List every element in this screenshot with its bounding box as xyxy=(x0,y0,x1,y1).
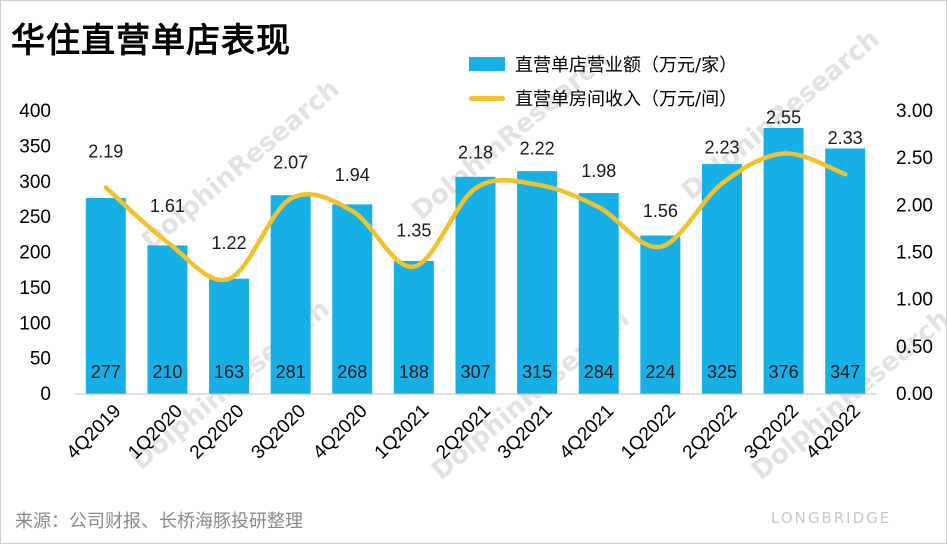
line-value-label: 2.18 xyxy=(458,142,493,162)
bar xyxy=(701,164,742,394)
line-value-label: 1.56 xyxy=(643,201,678,221)
x-tick-label: 1Q2022 xyxy=(617,401,680,464)
y-right-tick-label: 1.50 xyxy=(896,243,933,264)
x-tick-label: 3Q2020 xyxy=(248,401,311,464)
x-tick-label: 2Q2022 xyxy=(679,401,742,464)
bar-value-label: 163 xyxy=(214,362,244,382)
x-tick-label: 4Q2019 xyxy=(63,401,126,464)
bar-value-label: 307 xyxy=(460,362,490,382)
legend-item-line: 直营单房间收入（万元/间） xyxy=(469,81,737,115)
bar xyxy=(332,204,373,394)
line-value-label: 1.35 xyxy=(396,221,431,241)
bar-value-label: 325 xyxy=(707,362,737,382)
bar xyxy=(578,193,619,394)
line-value-label: 2.19 xyxy=(88,141,123,161)
x-tick-label: 4Q2020 xyxy=(309,401,372,464)
line-value-label: 2.22 xyxy=(520,139,555,159)
y-right-tick-label: 3.00 xyxy=(896,101,933,122)
y-right-tick-label: 2.50 xyxy=(896,148,933,169)
y-left-tick-label: 150 xyxy=(19,278,51,299)
bar-value-label: 284 xyxy=(584,362,614,382)
bar xyxy=(270,195,311,394)
x-tick-label: 4Q2021 xyxy=(556,401,619,464)
bar-value-label: 376 xyxy=(769,362,799,382)
y-right-tick-label: 0.50 xyxy=(896,337,933,358)
bar xyxy=(763,127,804,394)
line-value-label: 2.23 xyxy=(704,138,739,158)
line-value-label: 1.98 xyxy=(581,161,616,181)
y-left-tick-label: 50 xyxy=(30,349,51,370)
y-left-tick-label: 300 xyxy=(19,172,51,193)
y-right-tick-label: 1.00 xyxy=(896,290,933,311)
bar-value-label: 268 xyxy=(337,362,367,382)
bar-value-label: 277 xyxy=(91,362,121,382)
bar xyxy=(825,148,866,394)
bar xyxy=(517,171,558,394)
y-left-tick-label: 350 xyxy=(19,136,51,157)
bar xyxy=(640,235,681,394)
bar xyxy=(85,198,126,394)
legend-line-swatch xyxy=(469,95,505,101)
line-path xyxy=(103,151,848,283)
bar-value-label: 188 xyxy=(399,362,429,382)
y-right-tick-label: 0.00 xyxy=(896,384,933,405)
y-left-tick-label: 0 xyxy=(40,384,51,405)
legend-bar-swatch xyxy=(469,57,505,71)
source-note: 来源：公司财报、长桥海豚投研整理 xyxy=(15,511,303,532)
bar-series: 277 210 163 281 268 188 307 315 284 224 325 376 347 xyxy=(85,127,866,394)
bar xyxy=(455,176,496,394)
line-series: 2.19 1.61 1.22 2.07 1.94 1.35 2.18 2.22 1.98 1.56… xyxy=(88,107,863,283)
line-value-label: 2.07 xyxy=(273,153,308,173)
bar xyxy=(393,260,434,394)
bar-value-label: 281 xyxy=(276,362,306,382)
line-value-label: 1.94 xyxy=(335,165,370,185)
y-left-tick-label: 250 xyxy=(19,207,51,228)
legend: 直营单店营业额（万元/家） 直营单房间收入（万元/间） xyxy=(469,47,737,115)
bar-value-label: 224 xyxy=(645,362,675,382)
y-left-tick-label: 400 xyxy=(19,101,51,122)
y-right-tick-label: 2.00 xyxy=(896,195,933,216)
watermark-text: DolphinResearch xyxy=(136,74,345,256)
y-left-tick-label: 200 xyxy=(19,243,51,264)
brand-logo: LONGBRIDGE xyxy=(771,509,892,527)
page-title: 华住直营单店表现 xyxy=(11,21,291,61)
bar xyxy=(209,278,250,394)
bar-value-label: 315 xyxy=(522,362,552,382)
line-value-label: 1.22 xyxy=(212,233,247,253)
x-tick-label: 1Q2021 xyxy=(371,401,434,464)
legend-item-bar: 直营单店营业额（万元/家） xyxy=(469,47,737,81)
bar-value-label: 210 xyxy=(152,362,182,382)
line-value-label: 2.33 xyxy=(828,128,863,148)
y-left-tick-label: 100 xyxy=(19,313,51,334)
legend-bar-label: 直营单店营业额（万元/家） xyxy=(515,55,738,76)
legend-line-label: 直营单房间收入（万元/间） xyxy=(515,89,738,110)
bar xyxy=(147,245,188,394)
line-value-label: 2.55 xyxy=(766,107,801,127)
line-value-label: 1.61 xyxy=(150,196,185,216)
bar-value-label: 347 xyxy=(830,362,860,382)
